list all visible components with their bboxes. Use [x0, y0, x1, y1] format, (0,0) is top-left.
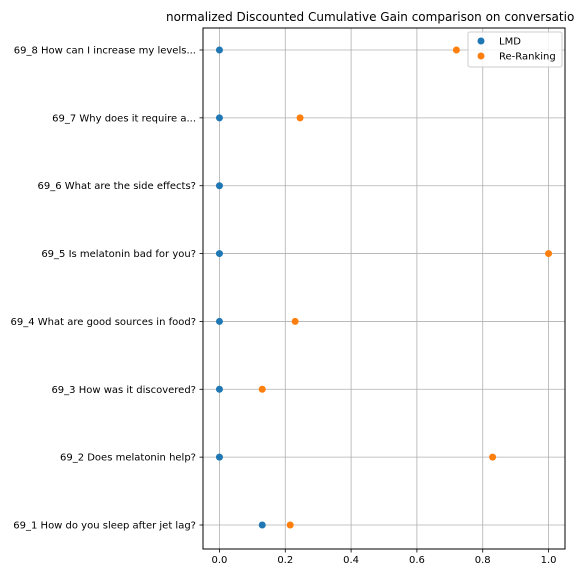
point-lmd — [215, 46, 223, 54]
x-axis-ticks: 0.0 0.2 0.4 0.6 0.8 1.0 — [212, 549, 557, 566]
legend-marker-lmd — [477, 37, 485, 45]
y-tick-label: 69_3 How was it discovered? — [51, 385, 196, 396]
point-re-ranking — [291, 317, 299, 325]
y-tick-label: 69_2 Does melatonin help? — [60, 453, 196, 464]
y-tick-label: 69_7 Why does it require a... — [52, 113, 196, 124]
x-tick-label: 0.2 — [277, 555, 293, 566]
point-re-ranking — [258, 385, 266, 393]
point-lmd — [258, 521, 266, 529]
legend: LMD Re-Ranking — [467, 31, 563, 68]
data-points — [215, 46, 553, 529]
point-lmd — [215, 182, 223, 190]
y-tick-label: 69_1 How do you sleep after jet lag? — [13, 521, 196, 532]
x-tick-label: 0.4 — [343, 555, 359, 566]
chart-title: normalized Discounted Cumulative Gain co… — [166, 10, 574, 24]
point-lmd — [215, 317, 223, 325]
point-re-ranking — [452, 46, 460, 54]
point-re-ranking — [545, 250, 553, 258]
y-axis-ticks: 69_1 How do you sleep after jet lag? 69_2… — [11, 46, 203, 532]
legend-label-re-ranking: Re-Ranking — [499, 52, 556, 63]
x-tick-label: 0.8 — [475, 555, 491, 566]
point-lmd — [215, 114, 223, 122]
legend-marker-re-ranking — [477, 52, 485, 60]
x-tick-label: 0.0 — [212, 555, 228, 566]
plot-area-frame — [202, 27, 566, 550]
point-re-ranking — [489, 453, 497, 461]
x-tick-label: 0.6 — [409, 555, 425, 566]
y-tick-label: 69_8 How can I increase my levels... — [14, 46, 196, 57]
point-re-ranking — [286, 521, 294, 529]
x-tick-label: 1.0 — [541, 555, 557, 566]
y-tick-label: 69_5 Is melatonin bad for you? — [41, 249, 196, 260]
point-lmd — [215, 250, 223, 258]
point-re-ranking — [296, 114, 304, 122]
y-tick-label: 69_4 What are good sources in food? — [11, 317, 196, 328]
point-lmd — [215, 385, 223, 393]
point-lmd — [215, 453, 223, 461]
legend-label-lmd: LMD — [499, 37, 521, 48]
legend-box — [467, 31, 563, 68]
y-tick-label: 69_6 What are the side effects? — [38, 181, 196, 192]
